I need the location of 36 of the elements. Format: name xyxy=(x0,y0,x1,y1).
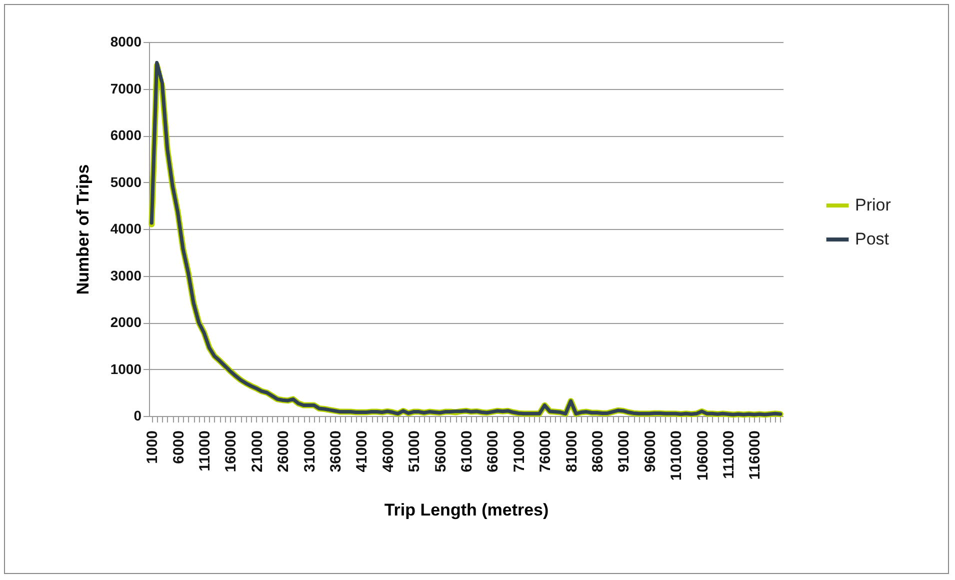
x-tick-label: 81000 xyxy=(563,430,580,472)
x-tick-label: 16000 xyxy=(222,430,240,472)
x-tick-label: 6000 xyxy=(170,430,188,464)
x-tick-label: 96000 xyxy=(642,430,659,472)
x-tick-label: 11000 xyxy=(196,430,214,472)
y-tick-label: 0 xyxy=(134,408,142,424)
y-tick-label: 7000 xyxy=(110,80,142,96)
y-tick-label: 1000 xyxy=(110,360,142,377)
x-tick-label: 26000 xyxy=(275,430,292,472)
x-tick-label: 101000 xyxy=(668,430,686,481)
legend-label: Prior xyxy=(855,196,892,214)
x-tick-label: 66000 xyxy=(484,430,502,472)
y-tick-label: 2000 xyxy=(110,314,142,330)
x-axis-title: Trip Length (metres) xyxy=(384,500,549,520)
x-tick-label: 111000 xyxy=(720,430,738,479)
x-tick-label: 46000 xyxy=(380,430,397,472)
x-tick-label: 21000 xyxy=(248,430,266,472)
y-tick-label: 6000 xyxy=(110,127,142,143)
x-tick-label: 86000 xyxy=(589,430,606,472)
x-tick-label: 61000 xyxy=(458,430,476,472)
y-tick-label: 3000 xyxy=(110,267,142,284)
x-tick-label: 56000 xyxy=(432,430,450,472)
y-tick-label: 5000 xyxy=(110,174,142,190)
x-tick-label: 71000 xyxy=(510,430,528,472)
x-tick-label: 51000 xyxy=(406,430,424,472)
y-axis-title: Number of Trips xyxy=(73,164,92,295)
x-tick-label: 116000 xyxy=(746,430,764,480)
x-tick-label: 31000 xyxy=(301,430,318,472)
x-tick-label: 106000 xyxy=(694,430,712,481)
x-tick-label: 41000 xyxy=(354,430,371,472)
y-tick-label: 8000 xyxy=(110,34,142,50)
x-tick-label: 76000 xyxy=(537,430,554,472)
x-tick-label: 91000 xyxy=(616,430,633,472)
legend-label: Post xyxy=(855,230,890,248)
y-tick-label: 4000 xyxy=(110,220,142,236)
x-tick-label: 36000 xyxy=(328,430,345,472)
